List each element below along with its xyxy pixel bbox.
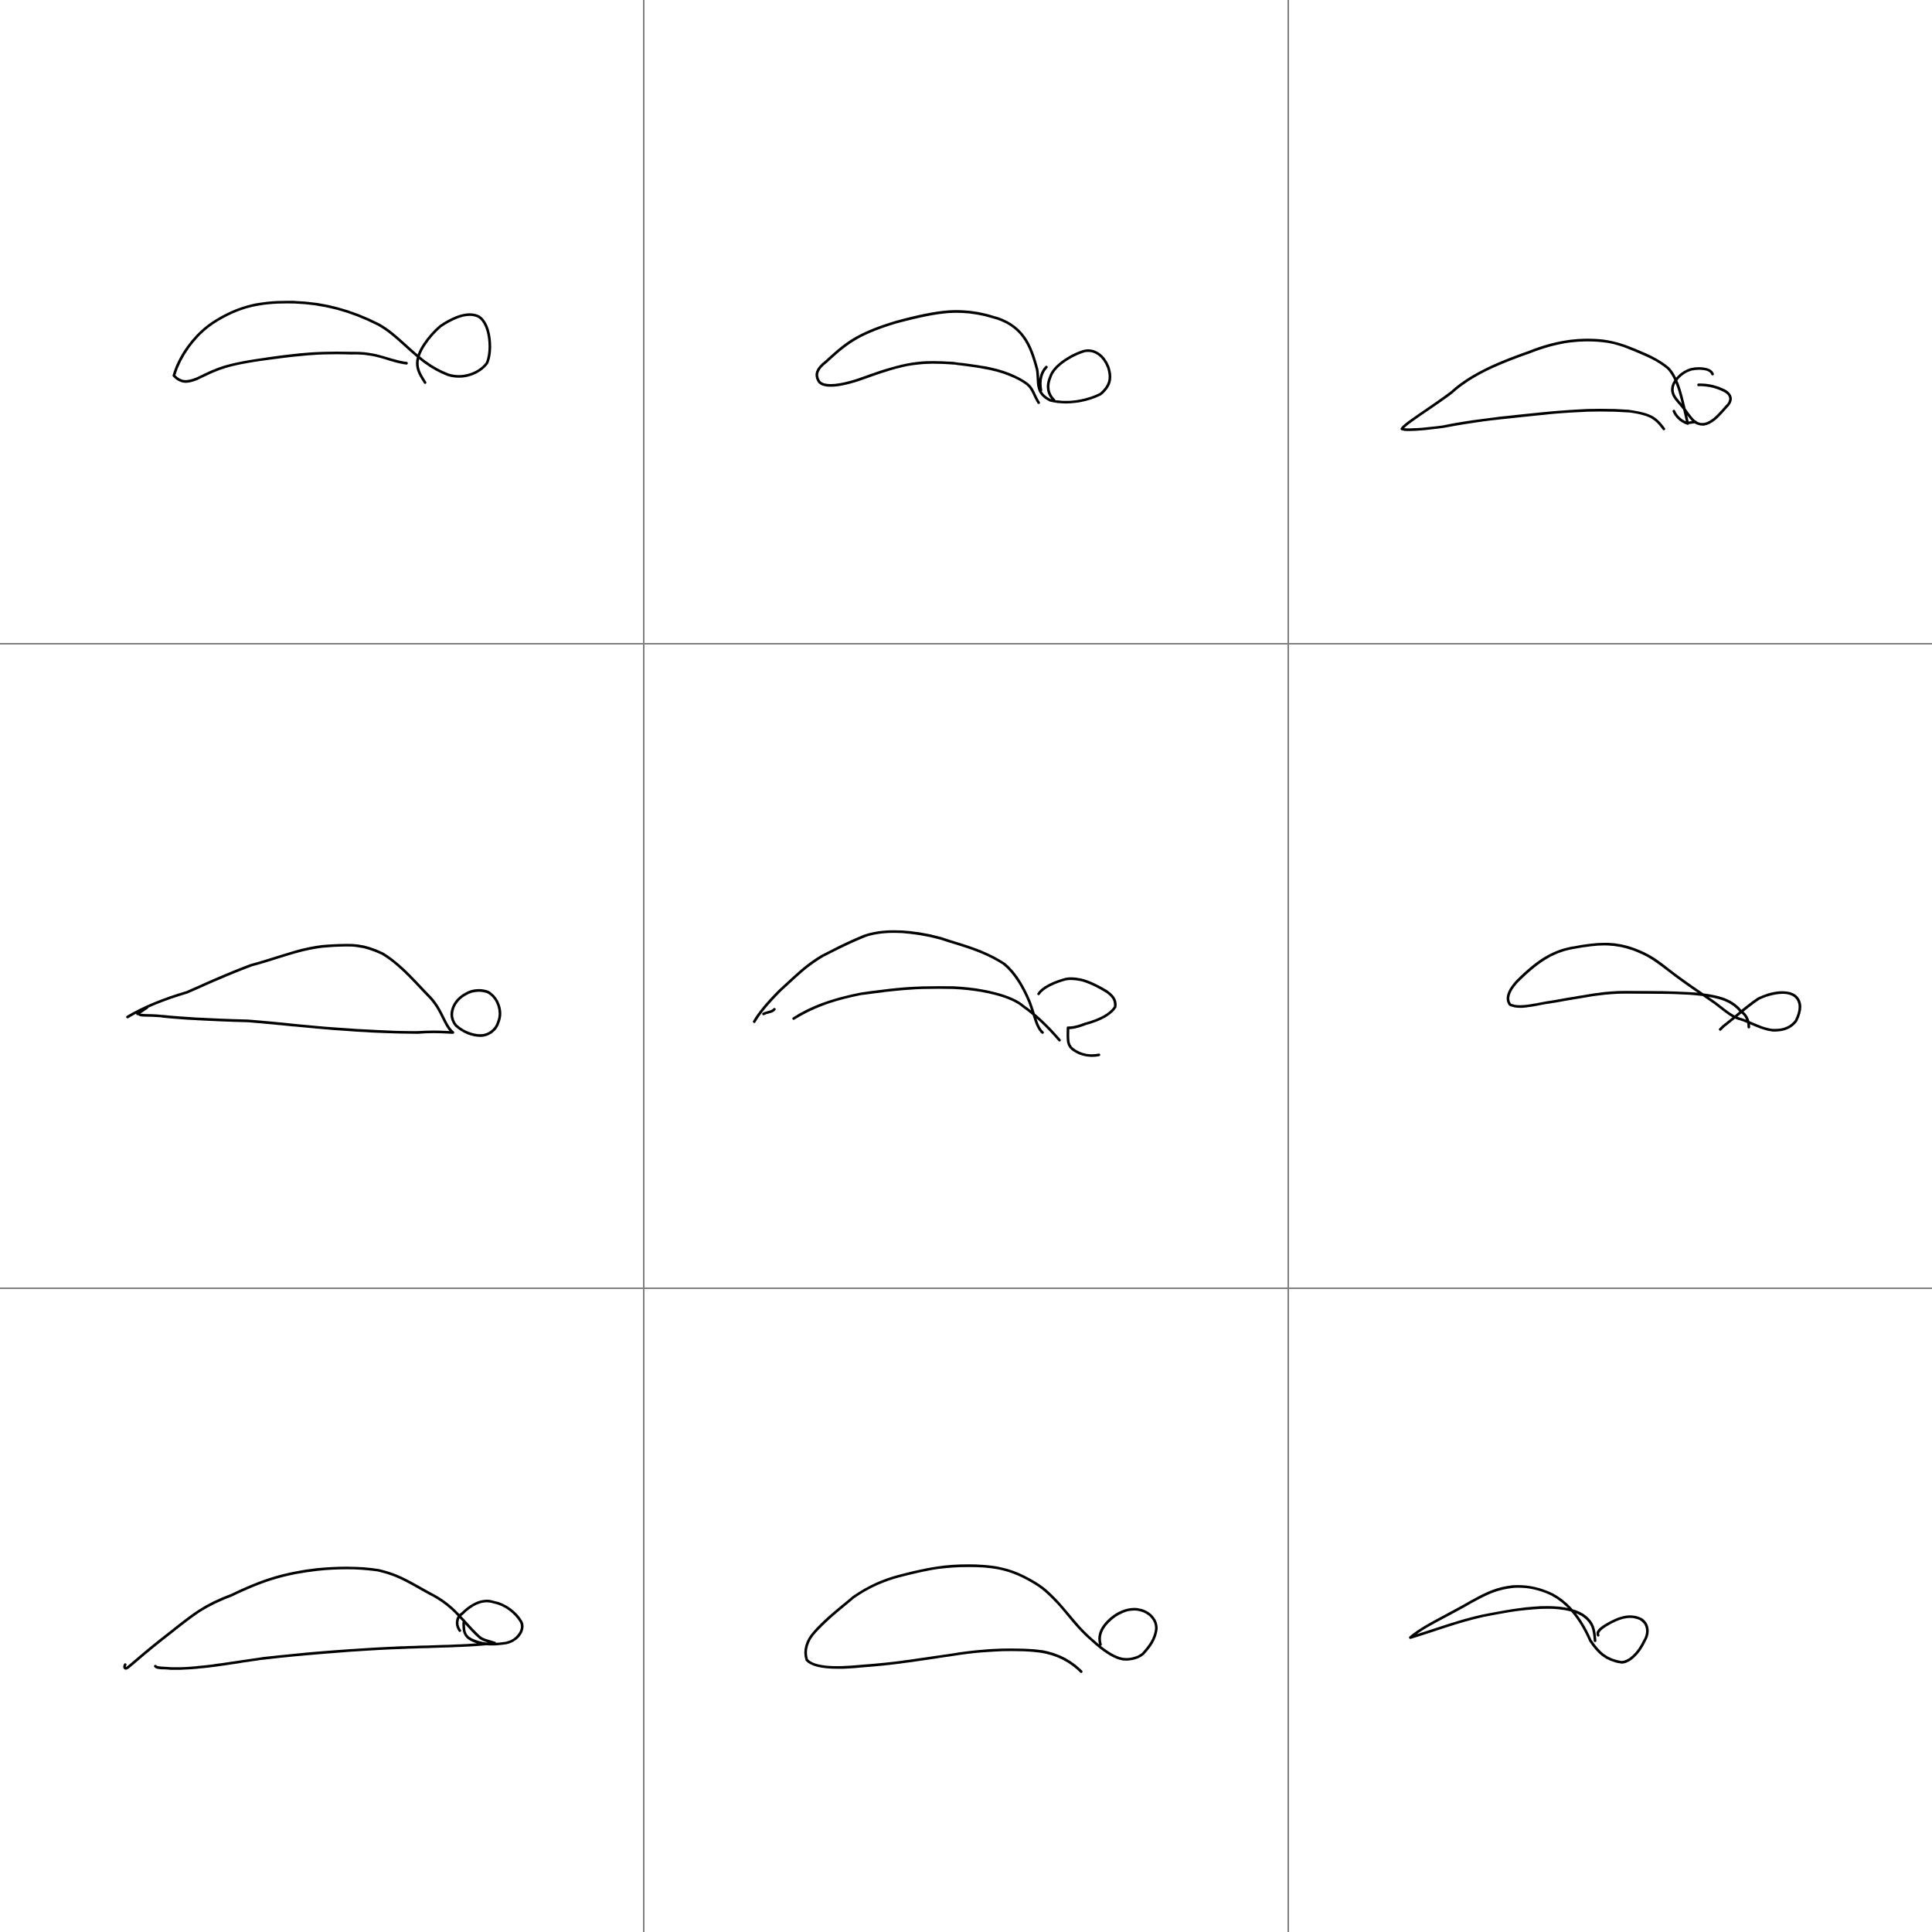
snail-doodle-1 xyxy=(172,301,492,384)
grid-divider xyxy=(643,643,645,645)
grid-divider xyxy=(1287,0,1289,643)
grid-divider xyxy=(643,1287,645,1289)
sketch-cell-3-2 xyxy=(645,1289,1287,1932)
grid-divider xyxy=(1287,1289,1289,1932)
snail-doodle-8 xyxy=(804,1564,1158,1673)
snail-doodle-2 xyxy=(815,310,1111,404)
snail-doodle-5 xyxy=(753,930,1117,1057)
grid-divider xyxy=(0,1287,643,1289)
grid-divider xyxy=(1287,1287,1289,1289)
grid-divider xyxy=(645,1287,1287,1289)
grid-divider xyxy=(0,643,643,645)
grid-divider xyxy=(1287,643,1289,645)
grid-divider xyxy=(1287,645,1289,1287)
grid-divider xyxy=(1289,643,1932,645)
sketch-cell-1-3 xyxy=(1289,0,1932,643)
sketch-cell-2-3 xyxy=(1289,645,1932,1287)
grid-divider xyxy=(643,1289,645,1932)
snail-doodle-7 xyxy=(123,1566,524,1670)
grid-divider xyxy=(643,645,645,1287)
sketch-cell-1-2 xyxy=(645,0,1287,643)
sketch-cell-2-2 xyxy=(645,645,1287,1287)
snail-doodle-9 xyxy=(1409,1585,1649,1664)
grid-divider xyxy=(1289,1287,1932,1289)
snail-doodle-3 xyxy=(1400,338,1732,431)
sketch-cell-1-1 xyxy=(0,0,643,643)
snail-doodle-4 xyxy=(126,944,502,1037)
sketch-cell-3-1 xyxy=(0,1289,643,1932)
grid-divider xyxy=(643,0,645,643)
sketch-cell-3-3 xyxy=(1289,1289,1932,1932)
snail-doodle-6 xyxy=(1506,942,1801,1032)
grid-divider xyxy=(645,643,1287,645)
sketch-cell-2-1 xyxy=(0,645,643,1287)
